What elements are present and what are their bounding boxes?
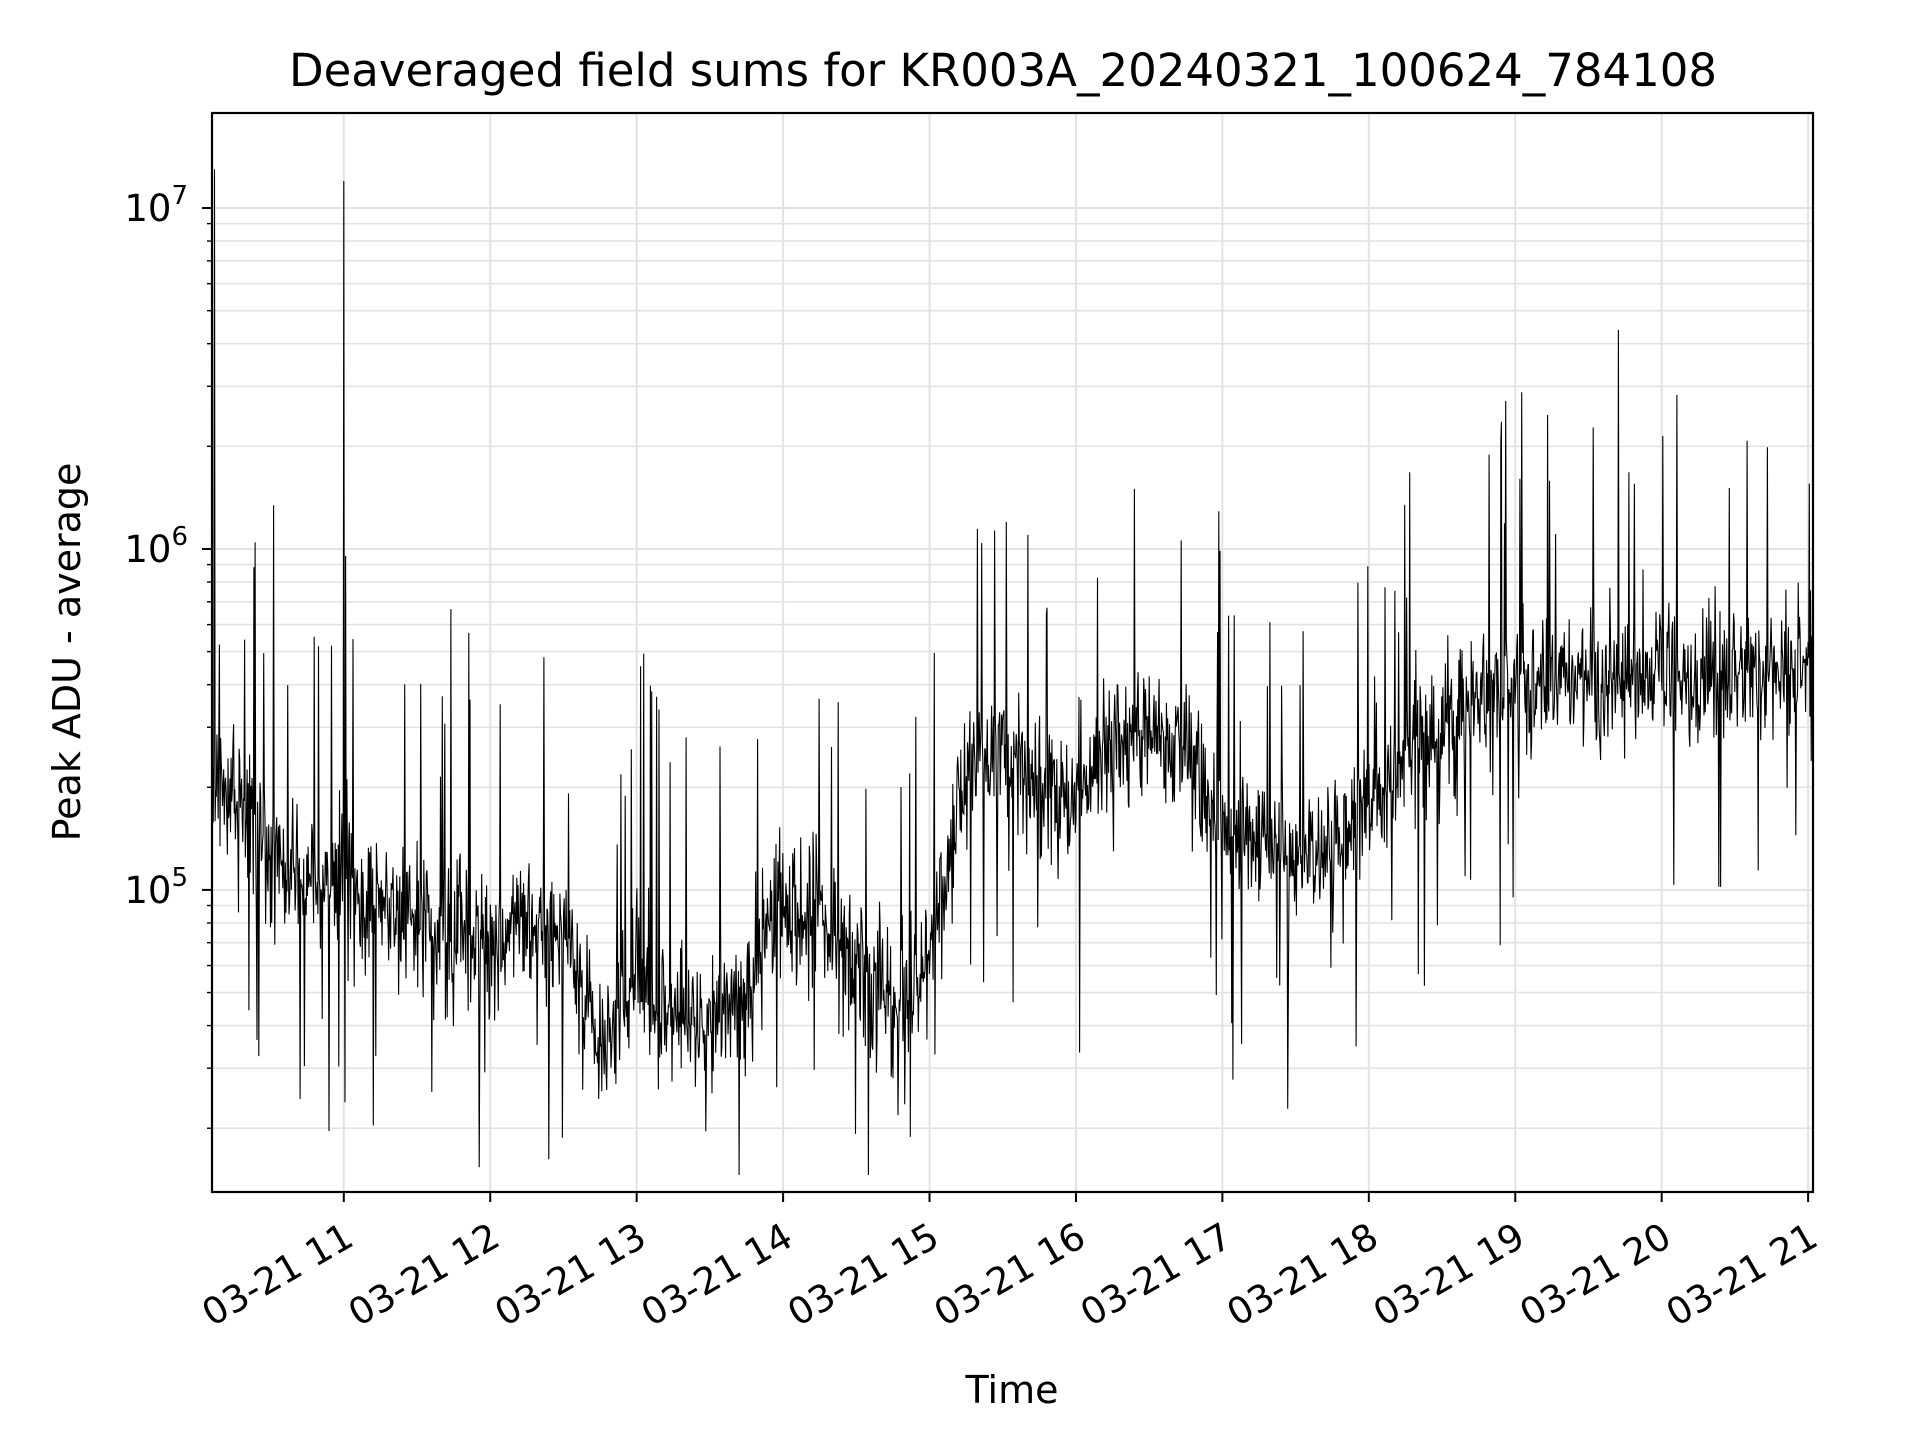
x-tick-label: 03-21 18 bbox=[1220, 1215, 1386, 1335]
plot-frame bbox=[210, 111, 1815, 1194]
series-line bbox=[211, 169, 1814, 1176]
plot-background bbox=[212, 113, 1813, 1192]
chart-title: Deaveraged field sums for KR003A_2024032… bbox=[289, 44, 1717, 97]
y-tick-label: 105 bbox=[124, 863, 188, 912]
y-axis-ticks: 105 106 107 bbox=[124, 181, 212, 1129]
y-tick-label: 107 bbox=[124, 181, 188, 230]
y-axis-label: Peak ADU - average bbox=[45, 463, 89, 842]
x-tick-label: 03-21 13 bbox=[488, 1215, 654, 1335]
x-tick-label: 03-21 21 bbox=[1659, 1215, 1825, 1335]
x-tick-label: 03-21 14 bbox=[634, 1215, 800, 1335]
x-tick-label: 03-21 16 bbox=[927, 1215, 1093, 1335]
x-axis-label: Time bbox=[965, 1368, 1059, 1412]
y-tick-label: 106 bbox=[124, 522, 188, 571]
x-tick-label: 03-21 15 bbox=[780, 1215, 946, 1335]
x-tick-label: 03-21 12 bbox=[341, 1215, 507, 1335]
x-tick-label: 03-21 11 bbox=[195, 1215, 361, 1335]
x-tick-label: 03-21 17 bbox=[1073, 1215, 1239, 1335]
x-tick-label: 03-21 19 bbox=[1366, 1215, 1532, 1335]
data-series bbox=[211, 169, 1814, 1176]
x-tick-label: 03-21 20 bbox=[1513, 1215, 1679, 1335]
